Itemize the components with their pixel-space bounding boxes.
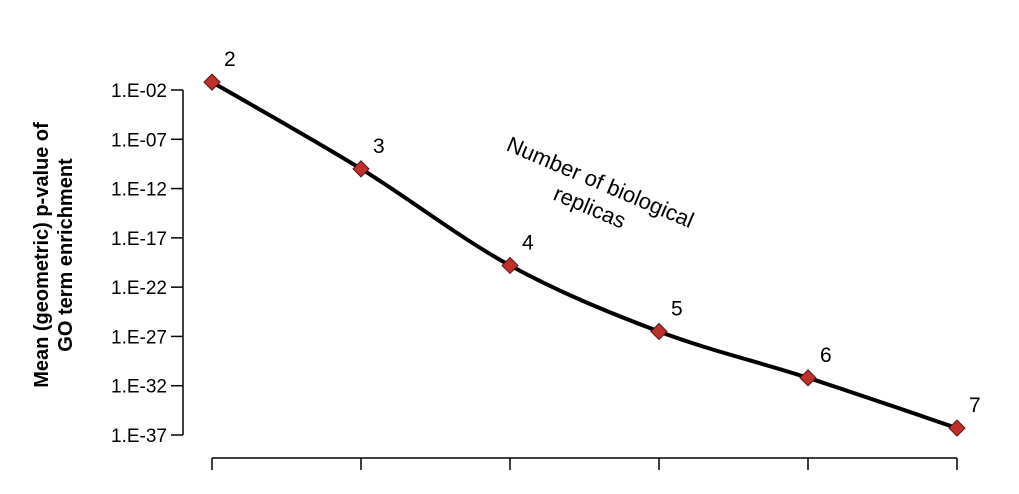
point-label: 6 (820, 344, 832, 367)
y-tick-label: 1.E-37 (111, 426, 167, 447)
y-axis-title: Mean (geometric) p-value of GO term enric… (31, 122, 77, 388)
y-axis-title-line: GO term enrichment (55, 158, 77, 352)
x-axis (211, 457, 958, 470)
data-point (501, 256, 519, 275)
y-tick-label: 1.E-12 (111, 180, 167, 201)
y-tick-label: 1.E-17 (111, 229, 167, 250)
data-point (352, 160, 370, 178)
y-tick-label: 1.E-02 (111, 81, 167, 102)
y-tick-label: 1.E-32 (111, 377, 167, 398)
y-tick-label: 1.E-22 (111, 278, 167, 299)
y-axis-title-line: Mean (geometric) p-value of (31, 122, 53, 388)
series-path (210, 80, 958, 430)
point-label: 5 (671, 298, 683, 321)
series-line: 2 3 4 5 6 7 (203, 48, 981, 437)
point-label: 7 (969, 394, 981, 417)
y-axis: 1.E-02 1.E-07 1.E-12 1.E-17 1.E-22 1.E-27 1.E-… (111, 81, 184, 447)
y-tick-label: 1.E-07 (111, 130, 167, 151)
data-point (650, 322, 668, 341)
point-label: 4 (522, 231, 534, 254)
y-tick-label: 1.E-27 (111, 327, 167, 348)
data-point (203, 73, 221, 91)
point-label: 2 (224, 48, 236, 71)
point-label: 3 (373, 135, 385, 158)
data-point (799, 369, 817, 387)
data-point (948, 419, 966, 437)
